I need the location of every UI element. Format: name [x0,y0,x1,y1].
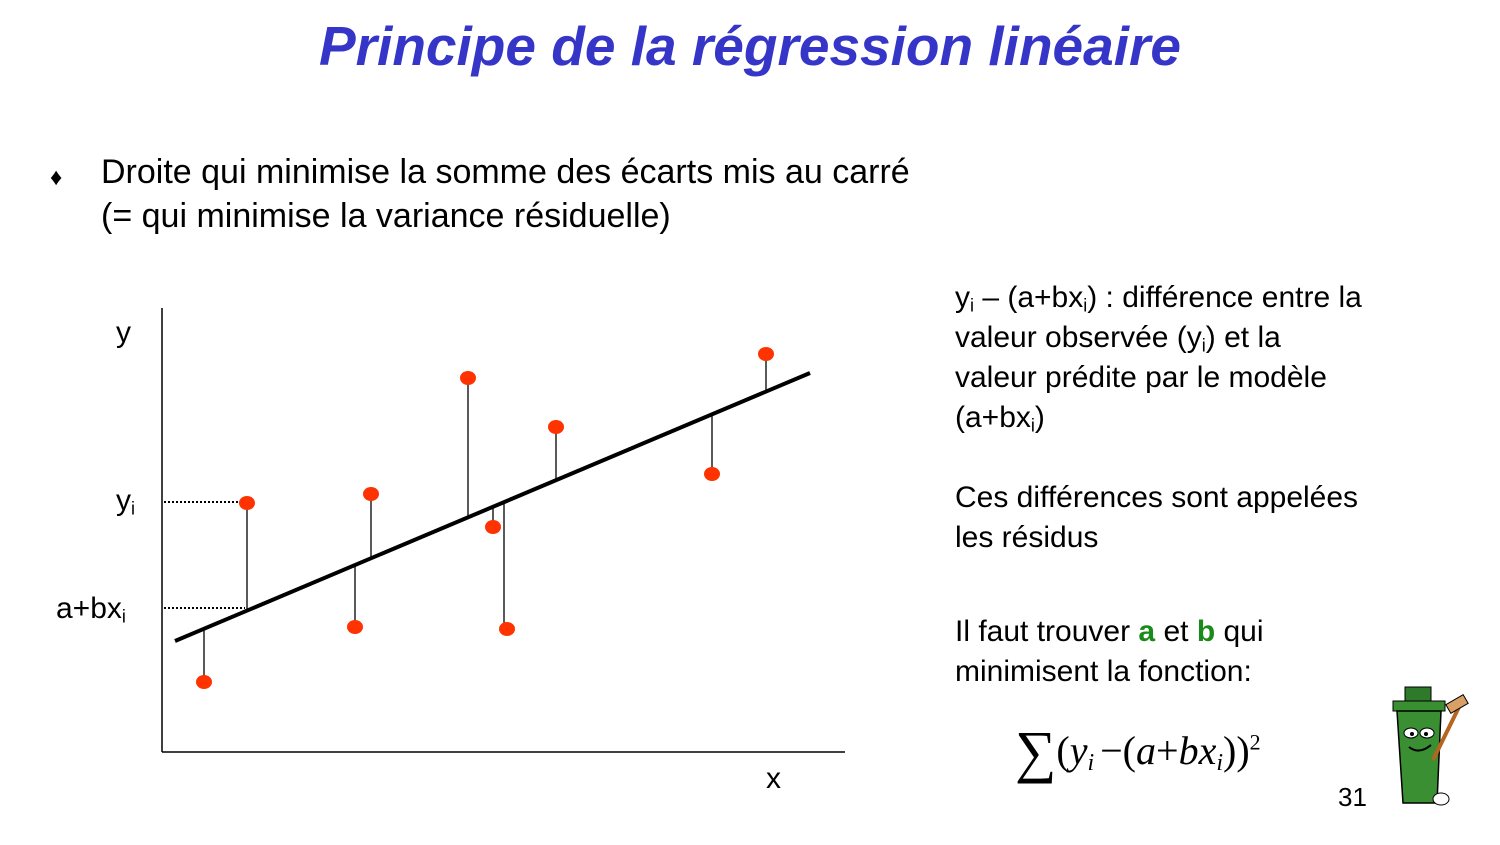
text-segment: y [955,281,970,314]
emphasis: b [1196,615,1216,648]
goal-line: Il faut trouver a et b qui [955,615,1264,649]
subscript: i [121,606,126,627]
formula-part: ( [1056,728,1070,774]
definition-line: valeur observée (yi) et la [955,321,1281,357]
subscript: i [970,295,974,316]
regression-line [174,371,811,643]
yi-label: yi [116,484,135,520]
bullet-line: (= qui minimise la variance résiduelle) [101,197,671,235]
text-segment: ) et la [1205,321,1281,354]
text-segment: ) [1034,401,1045,434]
text-segment: et [1155,615,1197,648]
text-segment: Il faut trouver [955,615,1139,648]
text-segment: qui [1215,615,1264,648]
formula-exp: 2 [1249,729,1261,755]
text-segment: y [116,484,131,517]
mascot [1392,686,1469,806]
definition-line: (a+bxi) [955,401,1045,437]
formula: ∑(yi −(a+bxi))2 [1015,718,1261,785]
residuals-line: les résidus [955,521,1098,555]
bullet-symbol: ♦ [50,164,63,191]
y-axis-label: y [116,316,131,349]
page-number: 31 [1338,782,1367,812]
goal-line: minimisent la fonction: [955,655,1252,689]
text-segment: les résidus [955,521,1099,554]
formula-sub: i [1087,750,1095,777]
fit-label: a+bxi [56,592,126,628]
bullet-line: Droite qui minimise la somme des écarts … [101,153,910,191]
text-segment: ) : différence entre la [1087,281,1362,314]
text-segment: (a+bx [955,401,1031,434]
x-axis-label: x [766,762,781,795]
subscript: i [1201,335,1206,356]
subscript: i [131,498,135,519]
guide-lines [164,501,245,609]
formula-part: bx [1178,728,1217,774]
formula-part: )) [1223,728,1250,774]
definition-line: valeur prédite par le modèle [955,361,1327,395]
emphasis: a [1138,615,1156,648]
text-segment: valeur observée (y [955,321,1202,354]
subscript: i [1083,295,1088,316]
regression-diagram [161,308,845,753]
formula-part: a [1136,728,1157,774]
subscript: i [1030,415,1035,436]
formula-sub: i [1216,750,1224,777]
slide-title: Principe de la régression linéaire [318,15,1182,77]
text-segment: – (a+bx [974,281,1084,314]
text-segment: valeur prédite par le modèle [955,361,1327,394]
residual-lines [203,354,767,682]
axes [161,308,845,753]
text-segment: Ces différences sont appelées [955,481,1359,514]
formula-part: −( [1100,728,1137,774]
sum-symbol: ∑ [1015,719,1057,784]
observations [196,347,774,689]
formula-part: y [1069,728,1088,774]
residuals-line: Ces différences sont appelées [955,481,1358,515]
definition-line: yi – (a+bxi) : différence entre la [955,281,1362,317]
text-segment: a+bx [56,592,122,625]
text-segment: minimisent la fonction: [955,655,1252,688]
formula-part: + [1156,728,1179,774]
